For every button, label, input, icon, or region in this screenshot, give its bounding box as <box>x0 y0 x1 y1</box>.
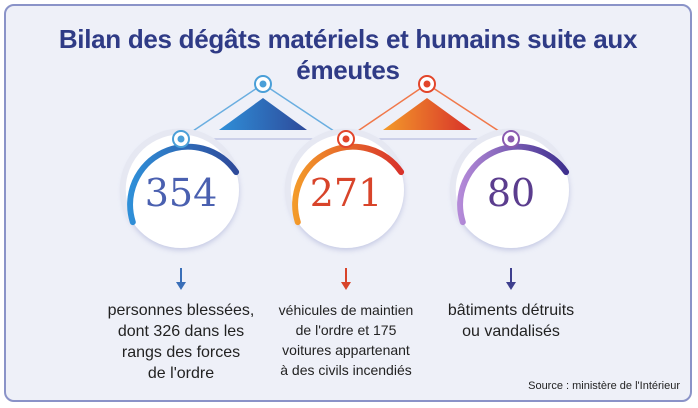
page-title: Bilan des dégâts matériels et humains su… <box>58 24 638 85</box>
top-node-blue <box>254 75 272 93</box>
top-node-red <box>418 75 436 93</box>
red-triangle <box>383 98 471 130</box>
stat-value-1: 354 <box>144 171 218 215</box>
blue-triangle <box>219 98 307 130</box>
stat-description-1: personnes blessées, dont 326 dans les ra… <box>107 302 255 382</box>
source-note: Source : ministère de l'Intérieur <box>528 380 680 392</box>
arrow-down-icon <box>176 268 186 290</box>
stat-circle-1 <box>119 128 240 248</box>
stat-description-3: bâtiments détruits ou vandalisés <box>447 302 575 340</box>
arrow-down-icon <box>341 268 351 290</box>
stat-description-2: véhicules de maintien de l'ordre et 175 … <box>278 302 414 378</box>
stat-circle-3 <box>449 128 570 248</box>
infographic-frame: Bilan des dégâts matériels et humains su… <box>4 4 692 402</box>
stat-value-2: 271 <box>309 171 383 215</box>
stat-value-3: 80 <box>486 171 536 215</box>
arrow-down-icon <box>506 268 516 290</box>
stat-circle-2 <box>284 128 405 248</box>
infographic-graphic <box>119 75 570 290</box>
